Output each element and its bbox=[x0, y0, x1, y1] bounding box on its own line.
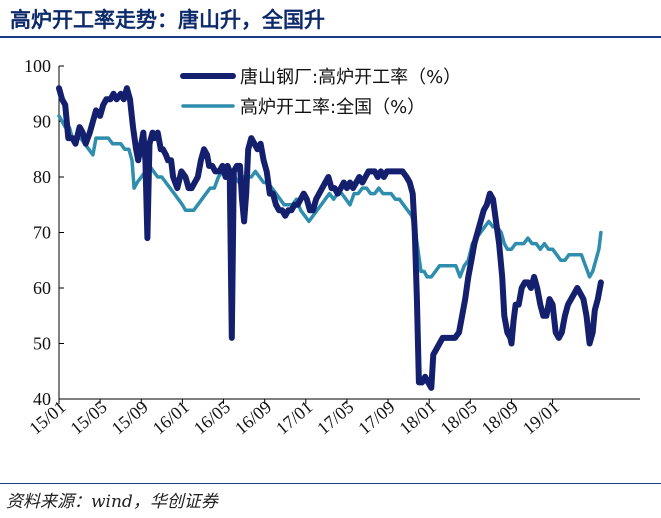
x-tick-label: 16/01 bbox=[149, 397, 193, 439]
y-tick-label: 100 bbox=[24, 56, 51, 76]
chart-title: 高炉开工率走势：唐山升，全国升 bbox=[10, 7, 325, 32]
series-layer bbox=[56, 85, 604, 391]
x-tick-label: 15/05 bbox=[66, 397, 110, 439]
x-tick-label: 18/09 bbox=[478, 397, 522, 439]
x-tick-label: 18/05 bbox=[437, 397, 481, 439]
source-divider bbox=[0, 483, 661, 484]
x-tick-label: 17/05 bbox=[313, 397, 357, 439]
source-note: 资料来源：wind，华创证券 bbox=[6, 492, 218, 512]
y-tick-label: 80 bbox=[33, 167, 51, 187]
x-tick-label: 16/05 bbox=[190, 397, 234, 439]
y-tick-label: 90 bbox=[33, 112, 51, 132]
x-tick-label: 18/01 bbox=[395, 397, 439, 439]
x-tick-label: 17/01 bbox=[272, 397, 316, 439]
y-tick-label: 40 bbox=[33, 389, 51, 409]
x-tick-label: 17/09 bbox=[354, 397, 398, 439]
title-divider bbox=[0, 36, 661, 38]
legend-label: 高炉开工率:全国（%） bbox=[240, 97, 425, 118]
chart-legend: 唐山钢厂:高炉开工率（%） 高炉开工率:全国（%） bbox=[180, 67, 461, 118]
y-tick-label: 70 bbox=[33, 223, 51, 243]
y-tick-label: 60 bbox=[33, 278, 51, 298]
series-line-tangshan bbox=[56, 85, 604, 391]
legend-label: 唐山钢厂:高炉开工率（%） bbox=[240, 67, 461, 88]
x-tick-label: 19/01 bbox=[519, 397, 563, 439]
line-chart: 40506070809010015/0115/0515/0916/0116/05… bbox=[24, 56, 640, 439]
y-tick-label: 50 bbox=[33, 334, 51, 354]
x-tick-label: 16/09 bbox=[231, 397, 275, 439]
x-tick-label: 15/09 bbox=[108, 397, 152, 439]
